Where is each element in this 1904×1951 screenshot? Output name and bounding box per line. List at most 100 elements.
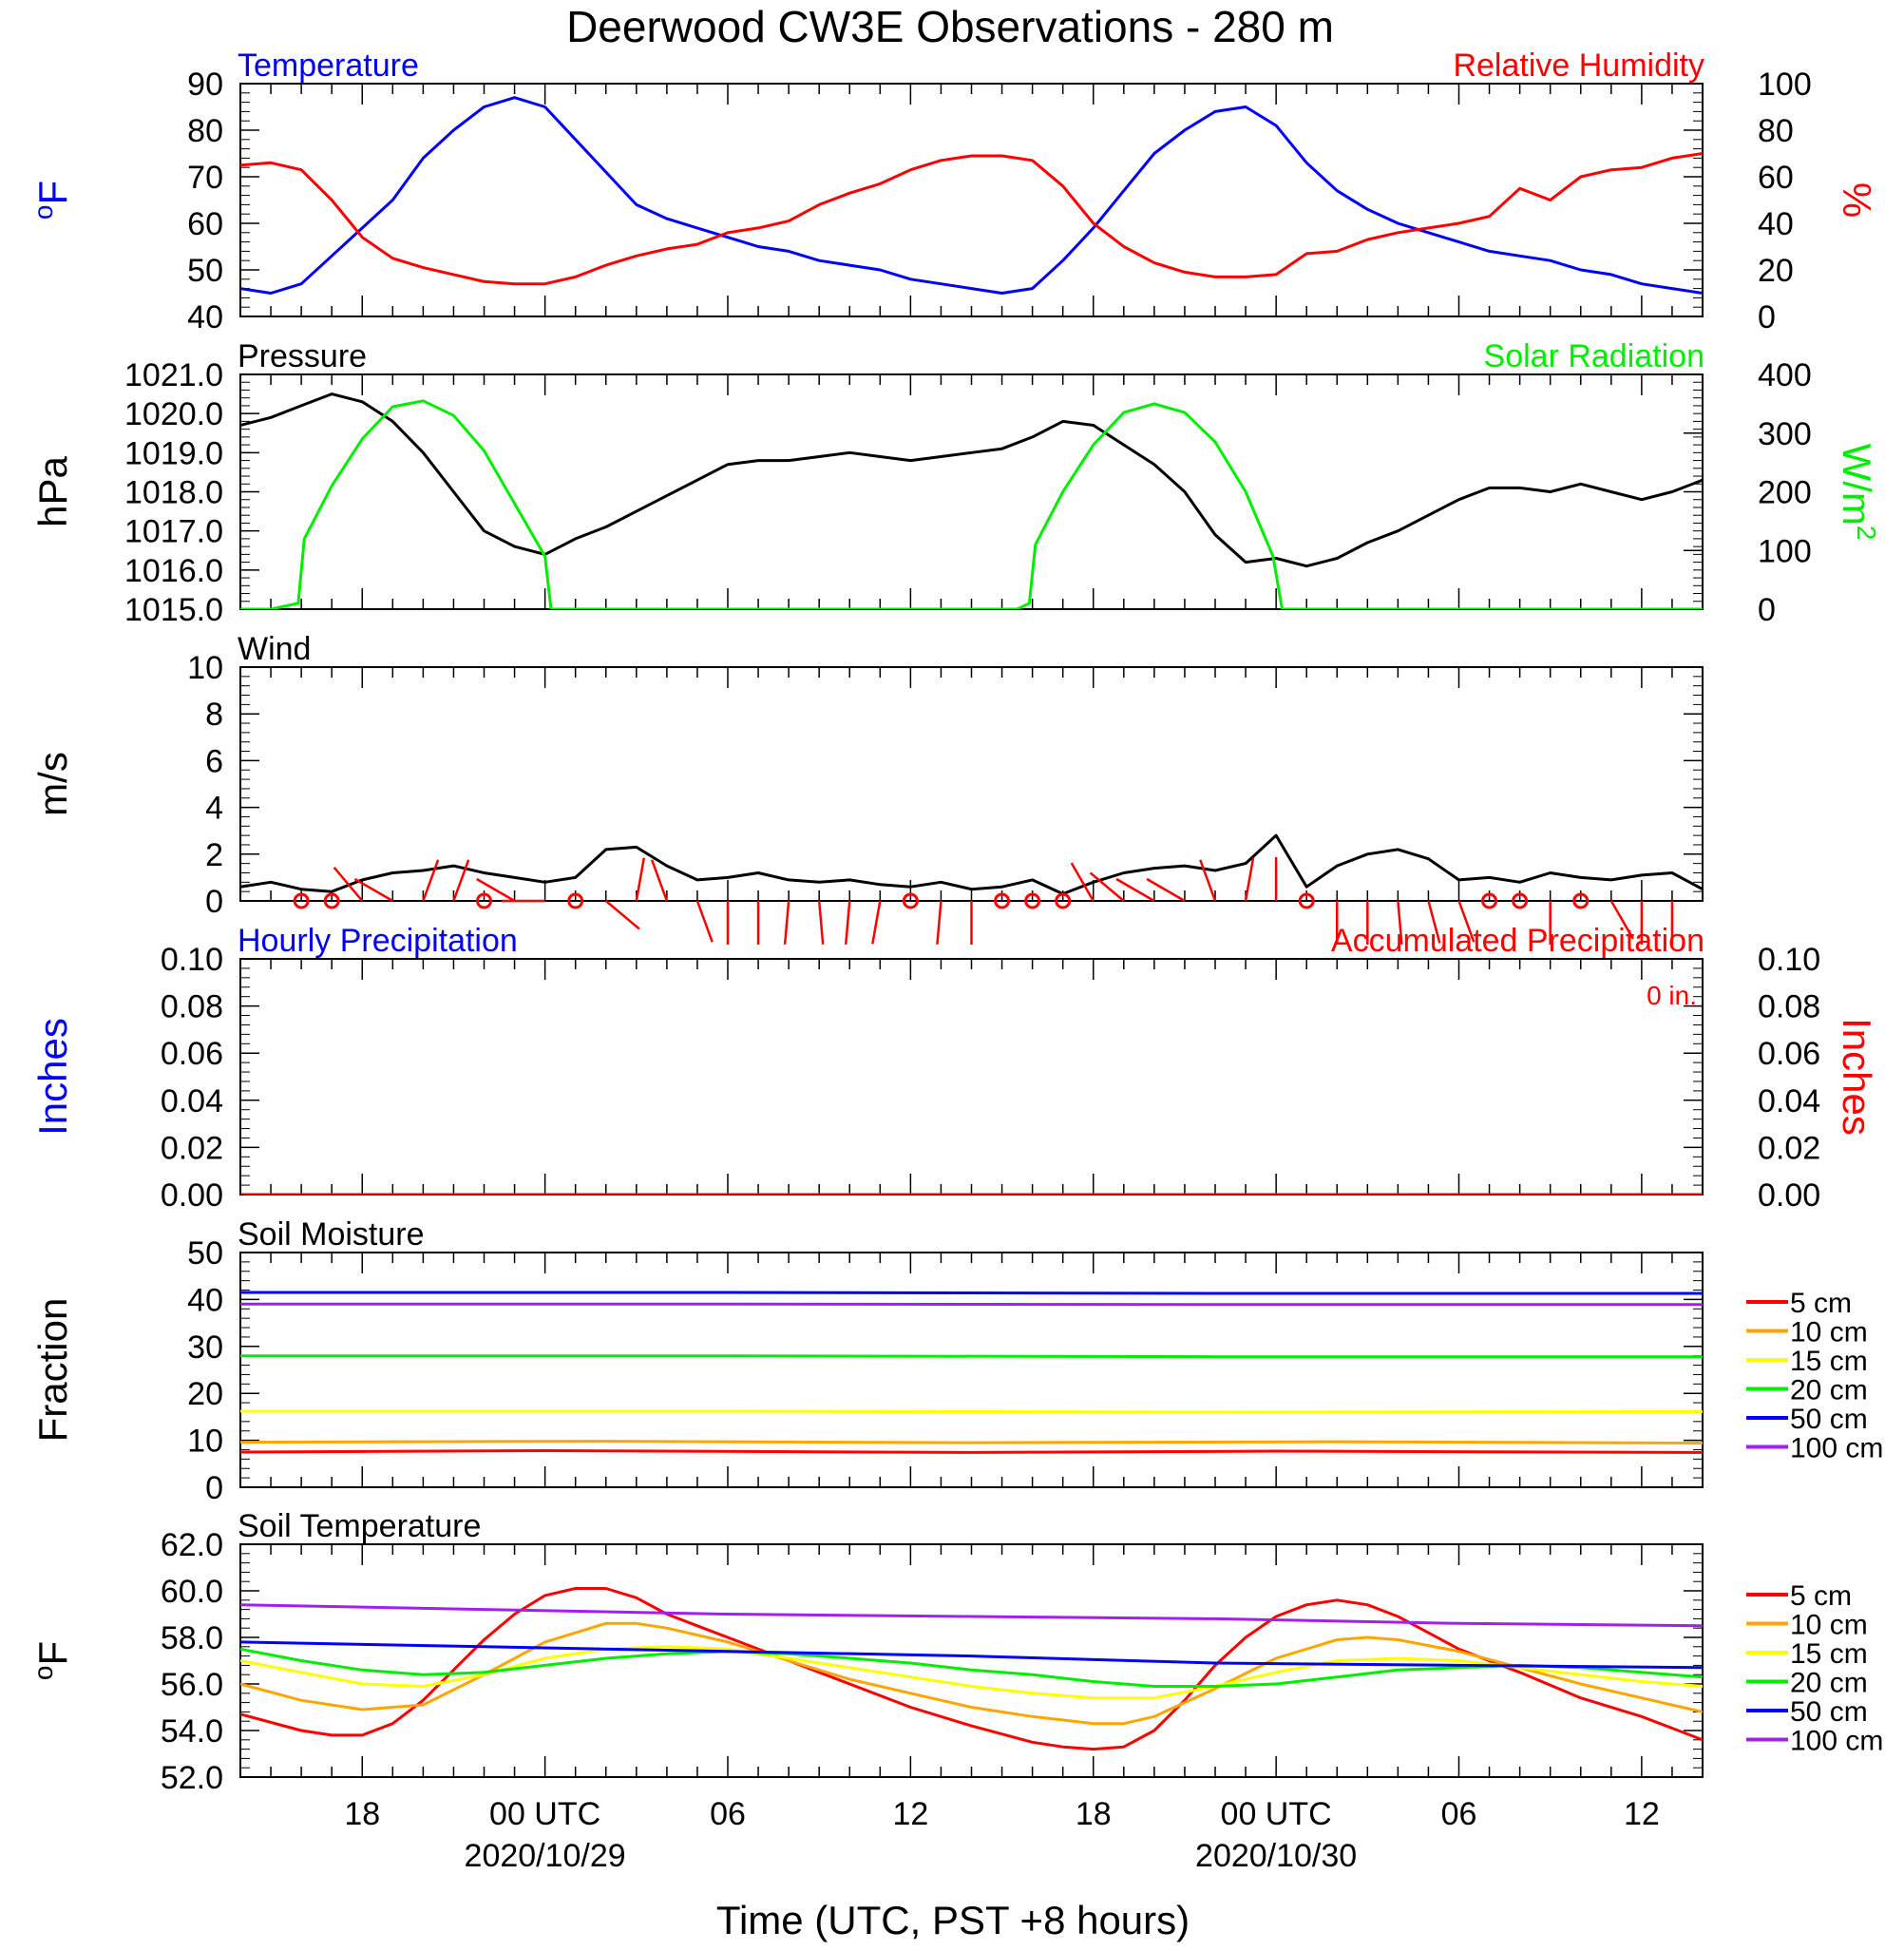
series-line-temperature (240, 96, 1703, 295)
y-axis-label-left: Fraction (30, 1298, 75, 1443)
y-axis-label-left: oF (29, 1641, 76, 1680)
y-tick-label-left: 40 (187, 1282, 223, 1318)
wind-barb (1199, 859, 1217, 902)
series-line-15-cm (240, 1409, 1703, 1414)
accumulation-annotation: 0 in. (1647, 981, 1697, 1010)
legend-label: 5 cm (1790, 1580, 1852, 1612)
y-tick-label-left: 62.0 (161, 1527, 223, 1563)
y-tick-label-left: 0 (205, 884, 223, 920)
y-tick-label-left: 1021.0 (124, 357, 223, 393)
y-tick-label-right: 20 (1758, 253, 1794, 289)
y-tick-label-right: 0.04 (1758, 1083, 1820, 1119)
x-tick-label: 12 (892, 1796, 928, 1832)
y-tick-label-left: 0.00 (161, 1177, 223, 1214)
x-tick-label: 12 (1624, 1796, 1660, 1832)
y-tick-label-left: 52.0 (161, 1760, 223, 1796)
panel-title-right: Solar Radiation (1484, 338, 1704, 374)
y-tick-label-left: 0.04 (161, 1083, 223, 1119)
plot-frame (239, 958, 1704, 1195)
y-tick-label-right: 0 (1758, 592, 1776, 628)
wind-barb (1609, 900, 1634, 940)
series-line-5-cm (240, 1449, 1703, 1454)
x-tick-label: 06 (710, 1796, 746, 1832)
wind-barb (871, 900, 882, 945)
legend-label: 20 cm (1790, 1668, 1868, 1699)
y-tick-label-left: 58.0 (161, 1620, 223, 1656)
wind-barb (1070, 862, 1095, 902)
panel-title-left: Soil Temperature (238, 1508, 481, 1544)
y-tick-label-left: 0 (205, 1470, 223, 1506)
wind-calm-circle (476, 892, 492, 909)
wind-calm-circle (323, 892, 340, 909)
y-tick-label-left: 54.0 (161, 1713, 223, 1750)
y-tick-label-left: 1020.0 (124, 396, 223, 432)
series-line-pressure (240, 392, 1703, 568)
plot-frame (239, 1543, 1704, 1778)
wind-barb (1457, 900, 1476, 943)
legend-label: 100 cm (1790, 1433, 1883, 1464)
panel-title-left: Soil Moisture (238, 1216, 425, 1253)
y-tick-label-right: 40 (1758, 206, 1794, 242)
legend-label: 15 cm (1790, 1638, 1868, 1670)
wind-barb (333, 866, 364, 902)
wind-calm-circle (1024, 892, 1041, 909)
y-tick-label-left: 50 (187, 253, 223, 289)
y-tick-label-left: 30 (187, 1329, 223, 1366)
y-axis-label-right: % (1835, 182, 1879, 218)
legend-label: 15 cm (1790, 1346, 1868, 1377)
y-tick-label-right: 0 (1758, 299, 1776, 335)
wind-barb (1427, 900, 1441, 944)
wind-calm-circle (567, 892, 584, 909)
y-tick-label-left: 60.0 (161, 1574, 223, 1610)
y-tick-label-left: 70 (187, 160, 223, 196)
panel-title-left: Wind (238, 631, 311, 667)
series-line-20-cm (240, 1354, 1703, 1359)
y-tick-label-left: 90 (187, 67, 223, 103)
series-line-15-cm (240, 1645, 1703, 1700)
y-axis-label-left: oF (29, 181, 76, 220)
panel-precipitation: 0.00 0.02 0.04 0.06 0.08 0.10 0.00 0.02 0.04 0.06… (30, 923, 1879, 1214)
wind-calm-circle (293, 892, 310, 909)
y-tick-label-right: 0.08 (1758, 989, 1820, 1025)
wind-barb (936, 900, 942, 945)
y-tick-label-left: 0.10 (161, 942, 223, 978)
series-line-100-cm (240, 1302, 1703, 1307)
panel-title-left: Pressure (238, 338, 367, 374)
y-tick-label-right: 100 (1758, 67, 1812, 103)
series-line-10-cm (240, 1440, 1703, 1445)
y-tick-label-left: 80 (187, 113, 223, 149)
legend-label: 5 cm (1790, 1288, 1852, 1319)
y-tick-label-left: 6 (205, 743, 223, 779)
y-tick-label-left: 0.02 (161, 1130, 223, 1166)
x-tick-label: 06 (1441, 1796, 1477, 1832)
wind-barb (783, 900, 790, 945)
y-tick-label-left: 1018.0 (124, 475, 223, 511)
series-line-relative-humidity (240, 152, 1703, 286)
y-tick-label-left: 56.0 (161, 1667, 223, 1703)
wind-barb (353, 877, 393, 903)
legend-label: 50 cm (1790, 1404, 1868, 1435)
y-tick-label-left: 8 (205, 697, 223, 733)
y-tick-label-right: 400 (1758, 357, 1812, 393)
wind-calm-circle (994, 892, 1011, 909)
wind-calm-circle (1572, 892, 1590, 909)
x-tick-label: 00 UTC (489, 1796, 600, 1832)
x-tick-date-label: 2020/10/30 (1195, 1838, 1357, 1874)
wind-barb (604, 900, 640, 930)
x-tick-date-label: 2020/10/29 (465, 1838, 626, 1874)
series-line-5-cm (240, 1587, 1703, 1751)
y-tick-label-left: 1019.0 (124, 435, 223, 471)
y-tick-label-right: 60 (1758, 160, 1794, 196)
wind-barb (844, 900, 851, 945)
y-axis-label-left: Inches (30, 1018, 75, 1136)
x-tick-label: 00 UTC (1221, 1796, 1332, 1832)
series-line-10-cm (240, 1621, 1703, 1726)
y-tick-label-left: 0.08 (161, 989, 223, 1025)
x-tick-label: 18 (344, 1796, 380, 1832)
series-line-100-cm (240, 1603, 1703, 1628)
wind-calm-circle (1298, 892, 1315, 909)
legend-label: 50 cm (1790, 1696, 1868, 1728)
